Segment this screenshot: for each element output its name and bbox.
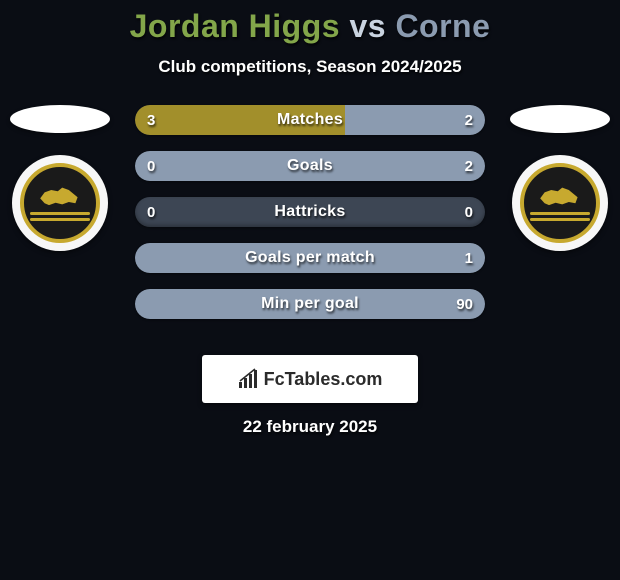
title-player1: Jordan Higgs (130, 8, 340, 44)
chart-icon (238, 368, 260, 390)
bar-left-value: 0 (147, 197, 155, 227)
date-text: 22 february 2025 (0, 417, 620, 437)
subtitle: Club competitions, Season 2024/2025 (0, 57, 620, 77)
player1-column (0, 105, 120, 251)
stat-bar: 90Min per goal (135, 289, 485, 319)
brand-text: FcTables.com (264, 369, 383, 390)
title-vs: vs (349, 8, 395, 44)
stat-bars: 32Matches 02Goals 0 0Hattricks 1Goals per ma… (135, 105, 485, 319)
player2-column (500, 105, 620, 251)
brand-card: FcTables.com (202, 355, 418, 403)
player2-silhouette (510, 105, 610, 133)
player2-club-crest (512, 155, 608, 251)
comparison-area: 32Matches 02Goals 0 0Hattricks 1Goals per ma… (0, 105, 620, 345)
bar-label: Hattricks (135, 197, 485, 227)
bar-right-segment (345, 105, 485, 135)
stat-bar: 1Goals per match (135, 243, 485, 273)
stat-bar: 32Matches (135, 105, 485, 135)
player1-silhouette (10, 105, 110, 133)
bar-left-segment (135, 105, 345, 135)
title-player2: Corne (395, 8, 490, 44)
page-title: Jordan Higgs vs Corne (0, 0, 620, 45)
bar-right-value: 0 (465, 197, 473, 227)
bar-right-segment (135, 243, 485, 273)
stat-bar: 0 0Hattricks (135, 197, 485, 227)
bar-right-segment (135, 151, 485, 181)
bar-right-segment (135, 289, 485, 319)
player1-club-crest (12, 155, 108, 251)
stat-bar: 02Goals (135, 151, 485, 181)
